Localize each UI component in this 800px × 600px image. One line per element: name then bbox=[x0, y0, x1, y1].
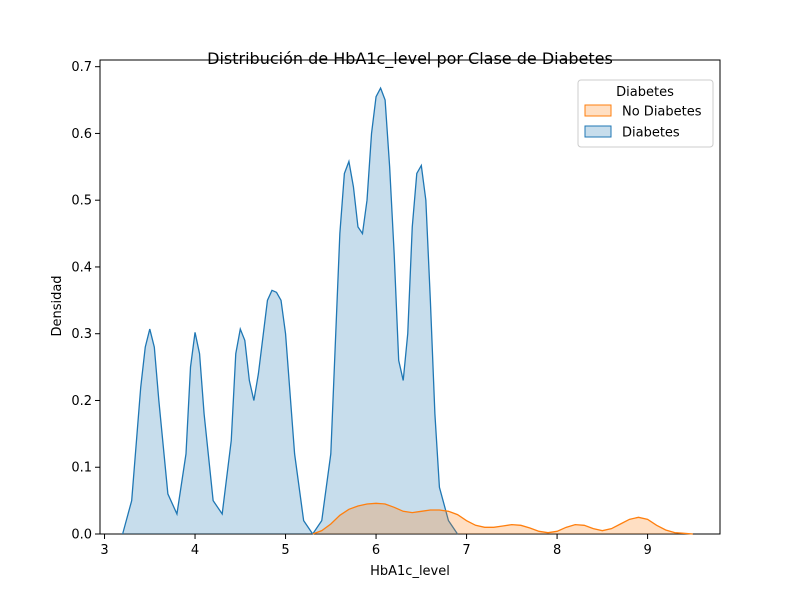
series-area-no-diabetes bbox=[312, 503, 693, 534]
y-axis-ticks: 0.0 0.1 0.2 0.3 0.4 0.5 0.6 0.7 bbox=[71, 60, 100, 543]
legend-swatch-diabetes bbox=[584, 125, 612, 138]
y-tick-label: 0.4 bbox=[71, 260, 92, 275]
legend-label-no-diabetes: No Diabetes bbox=[622, 105, 702, 120]
x-tick-label: 7 bbox=[462, 543, 470, 558]
x-tick-label: 5 bbox=[281, 543, 289, 558]
legend-label-diabetes: Diabetes bbox=[622, 126, 680, 141]
x-axis-label: HbA1c_level bbox=[370, 564, 450, 579]
y-tick-label: 0.5 bbox=[71, 194, 92, 209]
x-tick-label: 4 bbox=[191, 543, 199, 558]
series-line-diabetes bbox=[122, 86, 459, 536]
plot-area: 3 4 5 6 7 8 9 0.0 0.1 0.2 0.3 0.4 0.5 0.6 0.7 bbox=[71, 59, 721, 558]
y-tick-label: 0.7 bbox=[71, 60, 92, 75]
y-axis-label: Densidad bbox=[50, 275, 65, 336]
y-tick-label: 0.2 bbox=[71, 394, 92, 409]
legend-items: No Diabetes Diabetes bbox=[584, 104, 702, 141]
y-tick-label: 0.3 bbox=[71, 327, 92, 342]
x-axis-ticks: 3 4 5 6 7 8 9 bbox=[100, 534, 652, 558]
x-tick-label: 8 bbox=[553, 543, 561, 558]
y-tick-label: 0.0 bbox=[71, 528, 92, 543]
x-tick-label: 6 bbox=[372, 543, 380, 558]
chart-title: Distribución de HbA1c_level por Clase de… bbox=[207, 49, 613, 69]
y-tick-label: 0.1 bbox=[71, 461, 92, 476]
x-tick-label: 9 bbox=[643, 543, 651, 558]
legend-frame bbox=[577, 79, 714, 148]
y-tick-label: 0.6 bbox=[71, 127, 92, 142]
plot-frame bbox=[99, 59, 721, 535]
legend-title: Diabetes bbox=[616, 85, 674, 100]
series-layer bbox=[122, 86, 693, 536]
legend: Diabetes No Diabetes Diabetes bbox=[577, 79, 714, 148]
legend-swatch-no-diabetes bbox=[584, 104, 612, 117]
series-line-no-diabetes bbox=[312, 502, 693, 535]
x-tick-label: 3 bbox=[100, 543, 108, 558]
series-area-diabetes bbox=[122, 88, 458, 534]
